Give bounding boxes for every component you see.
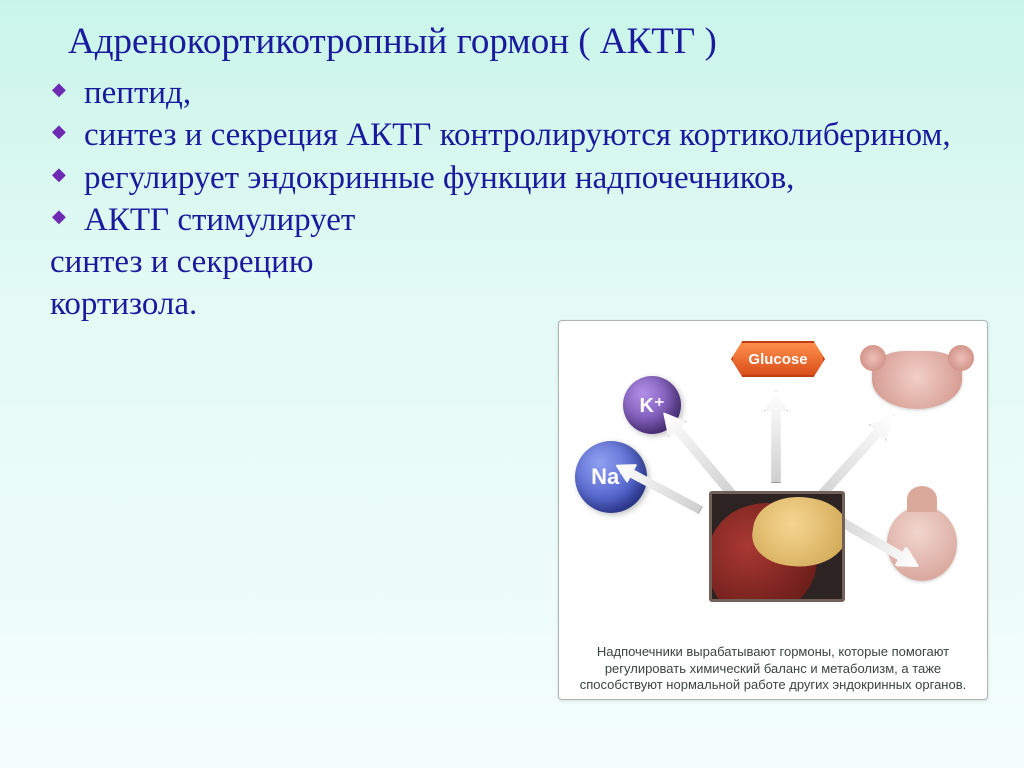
- slide-title: Адренокортикотропный гормон ( АКТГ ): [68, 20, 984, 63]
- bullet-text: пептид,: [84, 75, 191, 111]
- testes-icon: [887, 506, 957, 581]
- bullet-peptide: пептид,: [50, 73, 984, 113]
- uterus-icon: [872, 351, 962, 409]
- bullet-stimulates-line2: синтез и секрецию: [50, 242, 984, 282]
- arrow-up-icon: [764, 391, 788, 483]
- bullet-stimulates-line3: кортизола.: [50, 284, 984, 324]
- bullet-stimulates: АКТГ стимулирует: [50, 200, 984, 240]
- slide: Адренокортикотропный гормон ( АКТГ ) пеп…: [0, 0, 1024, 768]
- bullet-synthesis-control: синтез и секреция АКТГ контролируются ко…: [50, 115, 984, 155]
- bullet-regulates: регулирует эндокринные функции надпочечн…: [50, 158, 984, 198]
- bullet-text: АКТГ стимулирует: [84, 202, 355, 238]
- bullet-text: кортизола.: [50, 286, 197, 322]
- ion-k-label: K⁺: [640, 393, 665, 418]
- bullet-text: синтез и секрецию: [50, 244, 313, 280]
- bullet-text: синтез и секреция АКТГ контролируются ко…: [84, 117, 951, 153]
- bullet-text: регулирует эндокринные функции надпочечн…: [84, 160, 794, 196]
- glucose-label: Glucose: [748, 351, 807, 368]
- bullet-list: пептид, синтез и секреция АКТГ контролир…: [50, 73, 984, 325]
- figure-caption: Надпочечники вырабатывают гормоны, котор…: [559, 644, 987, 693]
- adrenal-gland-icon: [709, 491, 845, 602]
- adrenal-figure: K⁺ Na⁺ Glucose Надпочечники вырабатывают…: [558, 320, 988, 700]
- glucose-badge: Glucose: [731, 341, 825, 377]
